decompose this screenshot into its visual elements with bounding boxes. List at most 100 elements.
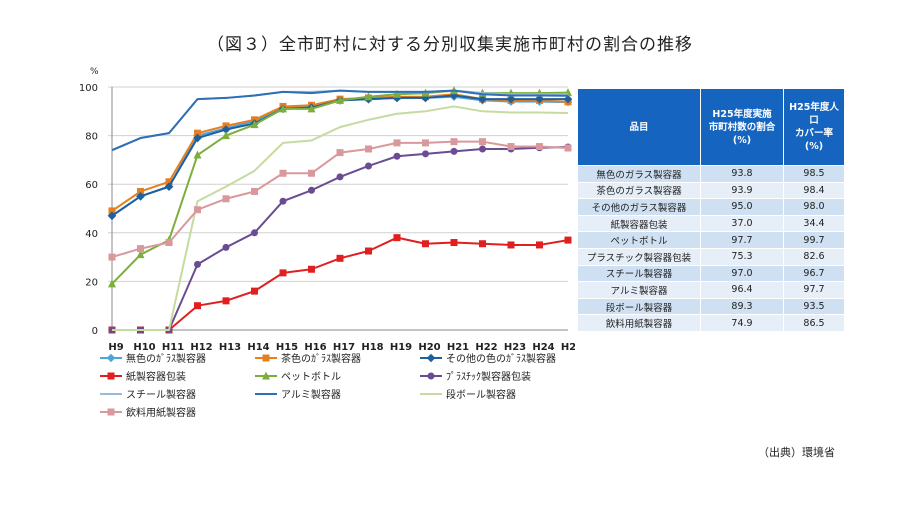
data-point: [393, 139, 401, 147]
data-point: [450, 147, 458, 155]
table-row: 段ボール製容器 89.3 93.5: [577, 297, 845, 316]
data-point: [308, 265, 315, 273]
table-cell-item: その他のガラス製容器: [577, 198, 701, 216]
legend-swatch-marker: [262, 371, 270, 380]
data-point: [250, 120, 259, 129]
legend-label: その他の色のｶﾞﾗｽ製容器: [446, 352, 556, 365]
data-point: [194, 260, 201, 268]
legend-label: 無色のｶﾞﾗｽ製容器: [126, 352, 206, 365]
table-row: アルミ製容器 96.4 97.7: [577, 281, 845, 299]
table-cell-municipality-ratio: 96.4: [700, 281, 784, 299]
y-tick-label: 0: [92, 326, 98, 337]
y-tick-label: 60: [85, 180, 98, 191]
table-row: 茶色のガラス製容器 93.9 98.4: [577, 181, 845, 200]
data-point: [365, 247, 372, 255]
table-cell-item: アルミ製容器: [577, 281, 701, 299]
source-note: （出典）環境省: [758, 446, 835, 459]
y-axis-label: %: [90, 67, 99, 77]
y-tick-label: 20: [85, 277, 98, 288]
x-tick-label: H25: [561, 342, 575, 353]
data-point: [536, 143, 543, 151]
series-line: [111, 140, 569, 259]
data-point: [336, 95, 344, 104]
data-point: [564, 236, 572, 244]
table-cell-population-coverage: 82.6: [783, 247, 845, 266]
data-point: [108, 253, 116, 261]
x-tick-label: H12: [190, 342, 212, 353]
table-row: プラスチック製容器包装 75.3 82.6: [577, 247, 845, 266]
x-tick-label: H11: [162, 342, 184, 353]
series-line: [111, 89, 569, 152]
data-point: [251, 187, 258, 195]
data-point: [307, 104, 316, 113]
data-point: [393, 234, 401, 242]
summary-table: 品目 H25年度実施 市町村数の割合 (%) H25年度人口 カバー率 (%) 無色のガ…: [577, 88, 845, 332]
x-tick-label: H19: [390, 342, 412, 353]
data-point: [336, 149, 344, 157]
series-group: [111, 89, 569, 152]
series-line: [112, 105, 569, 331]
table-cell-item: 茶色のガラス製容器: [577, 181, 701, 200]
data-point: [535, 94, 544, 104]
table-cell-population-coverage: 86.5: [783, 314, 845, 332]
data-point: [308, 186, 315, 194]
x-tick-label: H18: [361, 342, 383, 353]
data-point: [450, 239, 458, 247]
table-row: その他のガラス製容器 95.0 98.0: [577, 198, 845, 216]
data-point: [479, 240, 486, 248]
data-point: [393, 152, 401, 160]
y-tick-label: 100: [79, 83, 98, 94]
data-point: [222, 297, 230, 305]
table-cell-item: 紙製容器包装: [577, 214, 701, 233]
x-tick-label: H17: [333, 342, 355, 353]
table-row: 無色のガラス製容器 93.8 98.5: [577, 165, 845, 183]
legend-label: ペットボトル: [281, 371, 341, 383]
table-header-municipality-ratio: H25年度実施 市町村数の割合 (%): [700, 88, 784, 166]
data-point: [165, 239, 173, 247]
table-cell-municipality-ratio: 97.0: [700, 264, 784, 283]
data-point: [164, 182, 174, 191]
table-cell-population-coverage: 99.7: [783, 231, 845, 249]
data-point: [308, 169, 315, 177]
y-tick-label: 80: [85, 132, 98, 143]
series-layer: [107, 86, 573, 334]
table-cell-municipality-ratio: 93.8: [700, 165, 784, 183]
table-row: ペットボトル 97.7 99.7: [577, 231, 845, 249]
x-tick-label: H23: [504, 342, 526, 353]
table-cell-municipality-ratio: 37.0: [700, 214, 784, 233]
x-tick-label: H10: [133, 342, 155, 353]
table-header-population-coverage: H25年度人口 カバー率 (%): [783, 88, 845, 166]
data-point: [108, 279, 116, 288]
chart-title: （図３）全市町村に対する分別収集実施市町村の割合の推移: [207, 35, 693, 55]
table-cell-municipality-ratio: 89.3: [700, 297, 784, 316]
data-point: [251, 229, 258, 237]
table-cell-item: スチール製容器: [577, 264, 701, 283]
data-point: [563, 94, 573, 104]
table-cell-municipality-ratio: 93.9: [700, 181, 784, 200]
table-cell-municipality-ratio: 75.3: [700, 247, 784, 266]
data-point: [279, 269, 287, 277]
legend-swatch-marker: [427, 372, 435, 380]
data-point: [279, 169, 287, 177]
table-cell-population-coverage: 98.0: [783, 198, 845, 216]
series-line: [112, 236, 569, 331]
table-cell-population-coverage: 98.5: [783, 165, 845, 183]
data-point: [137, 187, 144, 195]
data-point: [222, 243, 230, 251]
data-point: [336, 254, 344, 262]
table-cell-population-coverage: 34.4: [783, 214, 845, 233]
data-point: [251, 287, 258, 295]
x-tick-label: H15: [276, 342, 298, 353]
legend-swatch-marker: [106, 353, 116, 363]
series-group: [108, 234, 572, 334]
legend-label: アルミ製容器: [281, 388, 341, 401]
data-point: [193, 150, 202, 159]
data-point: [194, 302, 201, 310]
table-cell-item: 飲料用紙製容器: [577, 314, 701, 332]
axis-layer: 0 20 40 60 80 100% H9 H10 H11 H12 H13 H14 H15 H16 H17 H…: [79, 67, 575, 353]
table-row: スチール製容器 97.0 96.7: [577, 264, 845, 283]
data-point: [136, 192, 145, 201]
table-cell-population-coverage: 97.7: [783, 281, 845, 299]
data-point: [194, 129, 201, 137]
data-point: [279, 197, 287, 205]
